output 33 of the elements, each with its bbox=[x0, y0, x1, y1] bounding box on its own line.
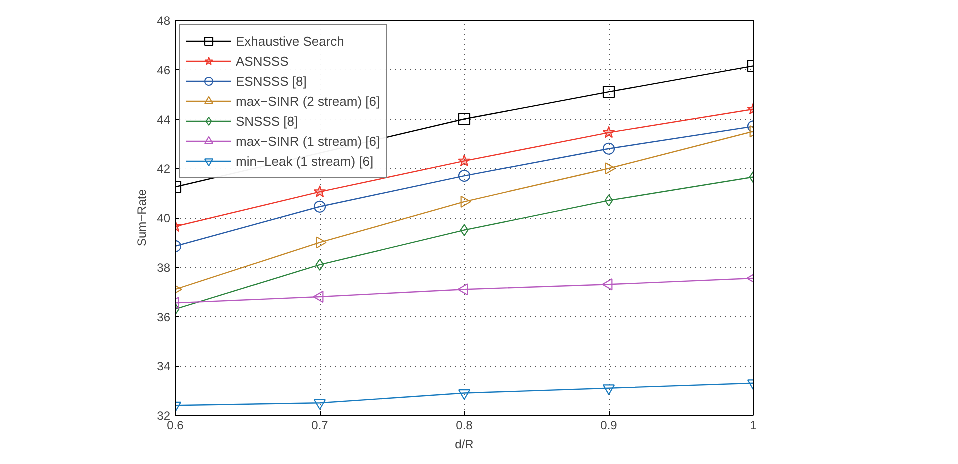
point bbox=[460, 196, 472, 208]
point bbox=[602, 278, 613, 291]
legend-label: SNSSS [8] bbox=[236, 113, 298, 129]
point bbox=[458, 390, 471, 400]
legend-label: min−Leak (1 stream) [6] bbox=[236, 153, 374, 169]
point bbox=[602, 142, 616, 155]
legend-label: max−SINR (1 stream) [6] bbox=[236, 133, 380, 149]
legend-label: max−SINR (2 stream) [6] bbox=[236, 93, 380, 109]
y-tick-label: 48 bbox=[157, 14, 171, 28]
point bbox=[602, 126, 616, 138]
y-tick-label: 46 bbox=[157, 63, 171, 78]
legend-label: ASNSSS bbox=[236, 53, 289, 69]
x-tick-label: 0.7 bbox=[312, 418, 329, 432]
point bbox=[460, 224, 469, 236]
point bbox=[458, 170, 471, 182]
y-axis-title: Sum−Rate bbox=[135, 189, 150, 247]
x-tick-label: 0.8 bbox=[456, 418, 474, 432]
point bbox=[604, 194, 614, 207]
point bbox=[602, 384, 616, 396]
x-axis-title: d/R bbox=[455, 438, 474, 452]
x-tick-label: 1 bbox=[750, 418, 758, 432]
y-tick-label: 38 bbox=[157, 260, 171, 275]
point bbox=[316, 236, 327, 249]
legend-label: ESNSSS [8] bbox=[236, 73, 307, 89]
x-tick-label: 0.9 bbox=[600, 418, 618, 432]
y-tick-label: 36 bbox=[157, 310, 171, 324]
point bbox=[458, 154, 471, 167]
y-tick-label: 40 bbox=[157, 212, 171, 226]
y-tick-label: 42 bbox=[157, 162, 171, 176]
y-tick-label: 44 bbox=[157, 112, 171, 127]
legend-label: Exhaustive Search bbox=[236, 33, 344, 49]
y-tick-label: 34 bbox=[157, 360, 171, 374]
x-tick-label: 0.6 bbox=[167, 418, 184, 432]
